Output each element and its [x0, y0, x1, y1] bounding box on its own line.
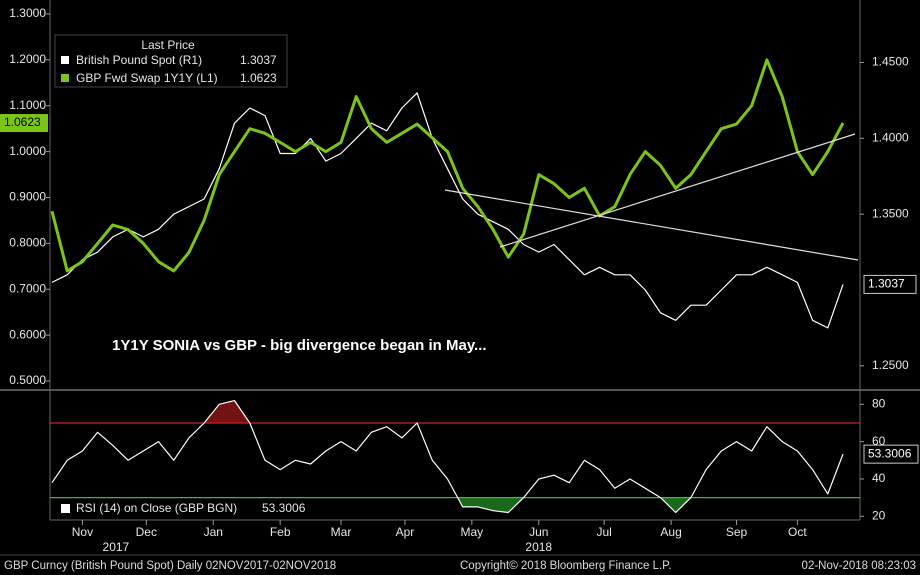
- y-tick-label: 20: [872, 508, 886, 522]
- y-tick-label: 0.6000: [9, 327, 46, 341]
- y-tick-label: 0.5000: [9, 373, 46, 387]
- year-label: 2017: [103, 540, 130, 554]
- y-tick-label: 1.3000: [9, 6, 46, 20]
- y-tick-label: 0.8000: [9, 236, 46, 250]
- last-value-label: 1.3037: [868, 277, 905, 291]
- series-line: [51, 92, 844, 329]
- x-tick-label: Jun: [529, 525, 548, 539]
- x-tick-label: Aug: [660, 525, 681, 539]
- x-tick-label: Dec: [136, 525, 157, 539]
- last-value-badge: [863, 444, 919, 464]
- last-value-label: 1.0623: [4, 115, 41, 129]
- y-tick-label: 0.9000: [9, 190, 46, 204]
- x-tick-label: Mar: [331, 525, 352, 539]
- rsi-legend-box: [56, 501, 356, 517]
- y-tick-label: 1.0000: [9, 144, 46, 158]
- x-tick-label: Apr: [396, 525, 415, 539]
- y-tick-label: 1.4000: [872, 131, 909, 145]
- legend-swatch: [61, 74, 69, 82]
- x-tick-label: Jan: [204, 525, 223, 539]
- footer-right: 02-Nov-2018 08:23:03: [802, 560, 916, 572]
- y-tick-label: 1.2000: [9, 52, 46, 66]
- y-tick-label: 60: [872, 434, 886, 448]
- legend-label: RSI (14) on Close (GBP BGN): [76, 501, 237, 515]
- y-tick-label: 1.1000: [9, 98, 46, 112]
- x-tick-label: May: [461, 525, 484, 539]
- trend-line: [444, 189, 859, 261]
- trend-line: [499, 133, 856, 248]
- legend-swatch: [61, 56, 69, 64]
- plot-layer: 0.5000 0.6000 0.7000 0.8000 0.9000 1.0000 1.10…: [0, 6, 919, 554]
- x-tick-label: Nov: [72, 525, 93, 539]
- y-tick-label: 1.4500: [872, 55, 909, 69]
- x-tick-label: Sep: [726, 525, 748, 539]
- y-tick-label: 40: [872, 471, 886, 485]
- footer-center: Copyright© 2018 Bloomberg Finance L.P.: [460, 560, 672, 572]
- legend-value: 1.0623: [240, 71, 277, 85]
- y-tick-label: 1.2500: [872, 358, 909, 372]
- y-tick-label: 80: [872, 397, 886, 411]
- legend-value: 1.3037: [240, 53, 277, 67]
- legend-value: 53.3006: [262, 501, 306, 515]
- last-value-label: 53.3006: [868, 446, 912, 460]
- series-line: [50, 58, 845, 273]
- x-tick-label: Jul: [597, 525, 612, 539]
- series-line: [51, 400, 844, 514]
- year-label: 2018: [525, 540, 552, 554]
- x-tick-label: Feb: [270, 525, 291, 539]
- annotation: 1Y1Y SONIA vs GBP - big divergence began…: [112, 337, 487, 354]
- y-tick-label: 1.3500: [872, 206, 909, 220]
- last-value-badge: [0, 114, 48, 133]
- legend-swatch: [61, 504, 70, 513]
- last-value-badge: [863, 274, 917, 294]
- footer-left: GBP Curncy (British Pound Spot) Daily 02…: [4, 560, 336, 572]
- legend-label: British Pound Spot (R1): [76, 53, 202, 67]
- y-tick-label: 0.7000: [9, 281, 46, 295]
- legend-title: Last Price: [141, 38, 195, 52]
- x-tick-label: Oct: [788, 525, 807, 539]
- legend-label: GBP Fwd Swap 1Y1Y (L1): [76, 71, 218, 85]
- legend-box: [54, 34, 288, 88]
